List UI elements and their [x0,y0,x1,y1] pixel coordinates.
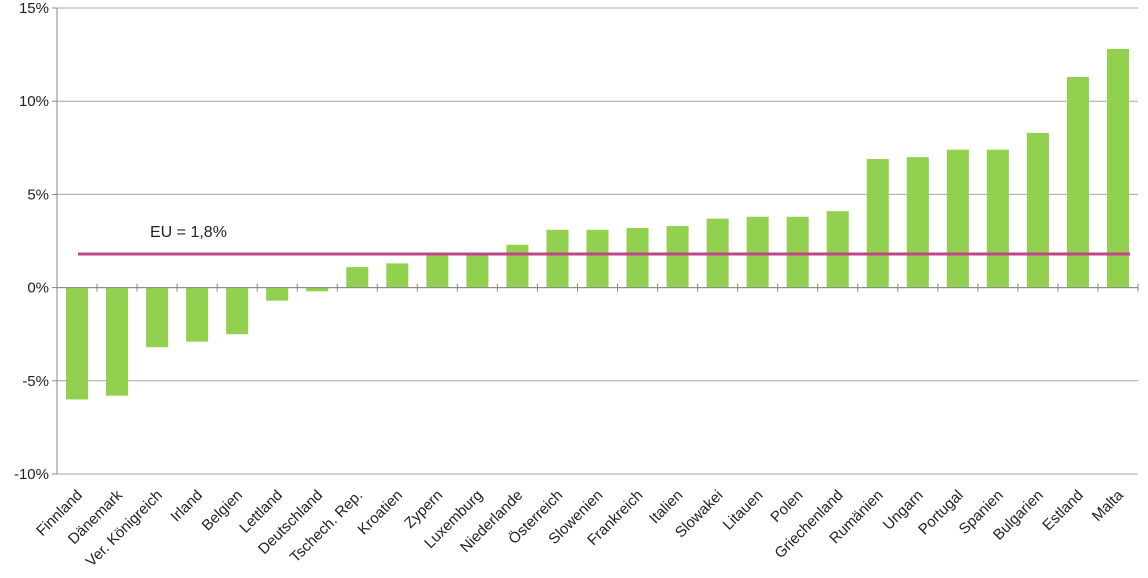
y-tick-label: 0% [27,280,49,297]
bar [466,254,489,288]
y-tick-label: 5% [27,186,49,203]
y-tick-label: -5% [22,373,49,390]
x-category-label: Litauen [720,487,767,534]
bar [506,244,529,288]
bar [66,287,89,400]
bar [986,149,1009,288]
bar [946,149,969,288]
bar [866,158,889,288]
y-axis-tick-labels: -10% -5% 0% 5% 10% 15% [14,0,49,483]
bar [146,287,169,348]
bar [1106,49,1129,288]
bar [586,229,609,288]
bar [346,267,369,288]
bar [266,287,289,301]
y-tick-label: 10% [19,93,49,110]
y-tick-label: -10% [14,466,49,483]
bar [626,227,649,288]
x-category-label: Portugal [915,487,967,539]
bar [1026,132,1049,288]
bar [306,287,329,292]
bar [746,216,769,288]
x-category-label: Malta [1089,486,1127,524]
eu-average-label: EU = 1,8% [150,224,227,241]
x-category-label: Kroatien [355,487,407,539]
bar [106,287,129,396]
bar [666,226,689,288]
y-tick-label: 15% [19,0,49,17]
bar [546,229,569,288]
bar [186,287,209,342]
bar [226,287,249,335]
bar [1066,76,1089,288]
bar [906,157,929,288]
bar [386,263,409,288]
bar [826,211,849,288]
bar [786,216,809,288]
x-category-label: Estland [1039,487,1086,534]
bar [426,254,449,288]
